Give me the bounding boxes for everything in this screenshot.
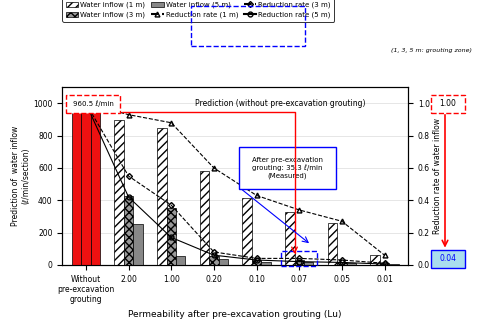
FancyBboxPatch shape bbox=[431, 250, 465, 267]
Text: 960.5 ℓ/min: 960.5 ℓ/min bbox=[72, 101, 113, 107]
Bar bbox=[157, 128, 167, 265]
Bar bbox=[328, 223, 337, 265]
Legend: Water inflow (1 m), Water inflow (3 m), Water inflow (5 m), Reduction rate (1 m): Water inflow (1 m), Water inflow (3 m), … bbox=[62, 0, 334, 22]
Text: After pre-excavation
grouting: 35.3 ℓ/min
(Measured): After pre-excavation grouting: 35.3 ℓ/mi… bbox=[252, 157, 323, 179]
Y-axis label: Prediction of  water inflow
(ℓ/min/section): Prediction of water inflow (ℓ/min/sectio… bbox=[11, 126, 31, 226]
Bar bbox=[371, 255, 380, 265]
FancyBboxPatch shape bbox=[431, 95, 465, 113]
Bar bbox=[176, 256, 185, 265]
Bar bbox=[91, 110, 100, 265]
Text: 1.00: 1.00 bbox=[440, 99, 456, 109]
Bar bbox=[114, 120, 124, 265]
Bar bbox=[81, 110, 91, 265]
Bar bbox=[200, 171, 209, 265]
Bar bbox=[209, 256, 218, 265]
Bar bbox=[347, 263, 356, 265]
Bar bbox=[72, 110, 81, 265]
Bar bbox=[380, 263, 389, 265]
Y-axis label: Reduction rate of water inflow: Reduction rate of water inflow bbox=[432, 118, 442, 234]
Bar bbox=[242, 198, 252, 265]
Bar bbox=[167, 208, 176, 265]
Bar bbox=[252, 260, 261, 265]
Bar bbox=[218, 259, 228, 265]
FancyBboxPatch shape bbox=[66, 95, 120, 113]
Bar bbox=[133, 224, 143, 265]
Bar bbox=[124, 196, 133, 265]
Text: 0.04: 0.04 bbox=[440, 254, 456, 263]
Bar bbox=[304, 262, 313, 265]
Bar bbox=[389, 264, 398, 265]
Text: Prediction (without pre-excavation grouting): Prediction (without pre-excavation grout… bbox=[195, 99, 365, 109]
Bar bbox=[337, 262, 347, 265]
FancyBboxPatch shape bbox=[239, 147, 336, 189]
Bar bbox=[261, 262, 271, 265]
Bar bbox=[285, 212, 295, 265]
X-axis label: Permeability after pre-excavation grouting (Lu): Permeability after pre-excavation grouti… bbox=[129, 310, 342, 319]
Bar bbox=[295, 260, 304, 265]
Text: (1, 3, 5 m: grouting zone): (1, 3, 5 m: grouting zone) bbox=[391, 48, 472, 53]
